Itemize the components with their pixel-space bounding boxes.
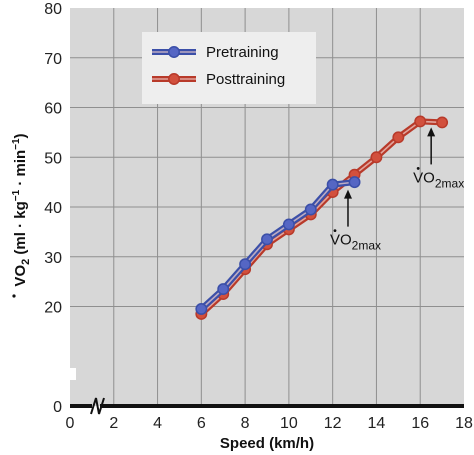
y-tick-label-30: 30: [44, 250, 62, 267]
point-pretraining-10: [284, 219, 294, 229]
y-axis-title-main: VO: [12, 265, 29, 287]
y-tick-label-70: 70: [44, 51, 62, 68]
point-pretraining-8: [240, 259, 250, 269]
annotation-label-main-0: VO: [330, 232, 352, 249]
y-axis-title-units: (ml · kg: [12, 201, 29, 259]
legend: Pretraining Posttraining: [142, 32, 316, 104]
y-tick-label-60: 60: [44, 101, 62, 118]
point-posttraining-16: [415, 116, 425, 126]
y-axis-title-close: ): [12, 133, 29, 138]
annotation-label-sub-0: 2max: [352, 239, 381, 253]
y-tick-label-0: 0: [53, 399, 62, 416]
x-tick-label-18: 18: [455, 415, 473, 432]
legend-marker-pretraining: [169, 47, 179, 57]
annotation-label-main-1: VO: [413, 169, 435, 186]
y-axis-title-dot: [12, 294, 15, 297]
y-axis-title-exp1: −1: [11, 189, 22, 201]
y-tick-label-80: 80: [44, 1, 62, 18]
point-pretraining-7: [218, 284, 228, 294]
y-axis-title-mid: · min: [12, 150, 29, 190]
point-pretraining-12: [327, 179, 337, 189]
point-posttraining-17: [437, 117, 447, 127]
annotation-dot-1: [417, 167, 420, 170]
y-axis-break-mark: [60, 368, 76, 380]
y-tick-labels: 0 20 30 40 50 60 70 80: [44, 1, 62, 416]
point-posttraining-15: [393, 132, 403, 142]
legend-label-posttraining: Posttraining: [206, 71, 285, 88]
legend-label-pretraining: Pretraining: [206, 44, 279, 61]
annotation-dot-0: [334, 229, 337, 232]
x-tick-label-16: 16: [411, 415, 429, 432]
x-axis-title: Speed (km/h): [220, 435, 314, 452]
x-tick-label-6: 6: [197, 415, 206, 432]
x-tick-label-0: 0: [66, 415, 75, 432]
y-axis-title: VO2 (ml · kg−1 · min−1): [11, 133, 32, 286]
x-tick-label-8: 8: [241, 415, 250, 432]
y-axis-title-exp2: −1: [11, 138, 22, 150]
legend-box: [142, 32, 316, 104]
x-tick-label-4: 4: [153, 415, 162, 432]
y-tick-label-40: 40: [44, 200, 62, 217]
x-tick-label-10: 10: [280, 415, 298, 432]
x-tick-labels: 0 2 4 6 8 10 12 14 16 18: [66, 415, 473, 432]
annotation-label-sub-1: 2max: [435, 176, 464, 190]
point-pretraining-11: [306, 204, 316, 214]
legend-marker-posttraining: [169, 74, 179, 84]
y-tick-label-20: 20: [44, 300, 62, 317]
y-tick-label-50: 50: [44, 150, 62, 167]
point-pretraining-9: [262, 234, 272, 244]
x-tick-label-12: 12: [324, 415, 342, 432]
x-tick-label-2: 2: [109, 415, 118, 432]
point-posttraining-14: [371, 152, 381, 162]
point-pretraining-6: [196, 304, 206, 314]
x-tick-label-14: 14: [368, 415, 386, 432]
point-pretraining-13: [349, 177, 359, 187]
